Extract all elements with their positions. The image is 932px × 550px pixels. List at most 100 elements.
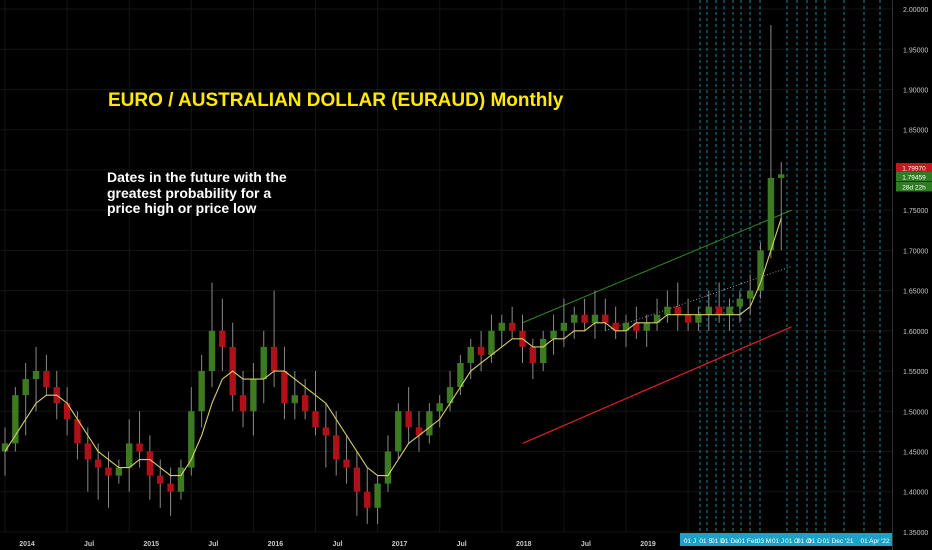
candle-body: [301, 395, 309, 412]
candle-body: [591, 314, 599, 323]
candle-body: [84, 443, 92, 460]
price-tick-label: 1.45000: [903, 449, 928, 456]
price-tick-label: 1.50000: [903, 409, 928, 416]
price-tag-label: 1.79970: [902, 165, 926, 172]
candle-body: [446, 387, 454, 404]
candle-body: [767, 177, 775, 251]
time-tick-label: Jul: [84, 541, 94, 548]
price-tick-label: 1.65000: [903, 289, 928, 296]
price-tag-label: 1.79459: [902, 174, 926, 181]
price-tick-label: 2.00000: [903, 7, 928, 14]
candle-body: [281, 371, 288, 404]
future-label-strip: [680, 533, 892, 546]
candle-body: [1, 443, 9, 452]
price-axis[interactable]: 1.35000 1.40000 1.45000 1.50000 1.55000 1.600…: [892, 0, 929, 550]
time-axis[interactable]: 2014Jul2015Jul2016Jul2017Jul2018Jul2019J…: [19, 541, 780, 548]
candle-body: [778, 174, 785, 178]
future-date-label: 01 De: [721, 538, 739, 545]
chart-title: EURO / AUSTRALIAN DOLLAR (EURAUD) Monthl…: [108, 90, 564, 111]
moving-average: [4, 218, 782, 477]
candle-body: [436, 403, 443, 412]
annotation-note: Dates in the future with the greatest pr…: [107, 169, 327, 217]
time-tick-label: 2016: [268, 541, 284, 548]
price-tag-bg: [896, 163, 932, 173]
candle-body: [343, 459, 350, 468]
candle-body: [457, 362, 464, 388]
candle-body: [705, 306, 713, 315]
candle-body: [115, 467, 123, 476]
note-line: greatest probability for a: [107, 184, 272, 201]
candle-body: [612, 322, 619, 331]
candlesticks: [1, 25, 785, 524]
candle-body: [643, 322, 650, 331]
price-tick-label: 1.35000: [903, 530, 928, 537]
candle-body: [695, 314, 702, 323]
moving-average-line: [4, 218, 782, 477]
time-tick-label: 2015: [143, 541, 159, 548]
candle-body: [22, 379, 29, 396]
upper-channel-line: [522, 209, 792, 324]
note-line: Dates in the future with the: [107, 169, 287, 185]
candle-body: [125, 443, 133, 468]
price-tick-label: 1.40000: [903, 490, 928, 497]
candle-body: [374, 483, 381, 508]
price-tags: 1.79970 1.79459 28d 22h: [896, 163, 932, 192]
candle-body: [508, 322, 516, 331]
candle-body: [757, 250, 764, 291]
candle-body: [467, 346, 474, 363]
future-date-lines: [699, 0, 881, 532]
price-tag-bg: [896, 182, 932, 192]
candle-body: [94, 459, 102, 468]
candle-body: [208, 330, 216, 372]
candle-body: [664, 306, 671, 315]
candle-body: [136, 443, 143, 452]
future-date-label: 01 Feb: [738, 538, 759, 545]
candle-body: [146, 451, 154, 476]
price-tick-label: 1.55000: [903, 369, 928, 376]
candle-body: [736, 298, 744, 307]
time-tick-label: Jul: [208, 541, 218, 548]
price-tick-label: 1.75000: [903, 208, 928, 215]
candle-body: [239, 395, 247, 412]
candle-body: [74, 419, 81, 444]
candle-body: [291, 395, 299, 404]
candle-body: [43, 371, 50, 388]
candle-body: [353, 467, 361, 492]
candle-body: [498, 322, 506, 331]
candle-body: [529, 346, 537, 363]
future-date-label: 01 J: [684, 538, 696, 545]
future-date-label: 01 D: [711, 538, 725, 545]
candle-body: [63, 403, 71, 420]
future-date-label: 01 O: [797, 538, 811, 545]
candle-body: [405, 411, 412, 428]
note-line: price high or price low: [107, 200, 257, 216]
candle-body: [684, 314, 692, 323]
price-tag-bg: [896, 172, 932, 182]
candle-body: [177, 467, 185, 492]
candle-body: [715, 306, 723, 315]
candle-body: [395, 411, 402, 452]
candle-body: [477, 346, 485, 355]
price-tick-label: 1.60000: [903, 329, 928, 336]
candle-body: [674, 306, 681, 315]
candle-body: [12, 395, 19, 444]
candle-body: [415, 427, 423, 436]
trend-channels: [522, 209, 792, 444]
time-tick-label: 2019: [640, 541, 656, 548]
candle-body: [633, 322, 640, 331]
candle-body: [653, 314, 661, 323]
time-tick-label: 2018: [516, 541, 532, 548]
candle-body: [622, 322, 630, 331]
candle-body: [571, 314, 578, 323]
price-tick-label: 1.90000: [903, 87, 928, 94]
candle-body: [602, 314, 609, 323]
grid: [0, 0, 892, 533]
candle-body: [105, 467, 112, 476]
candle-body: [746, 290, 754, 299]
time-tick-label: 2014: [19, 541, 35, 548]
lower-channel-line: [522, 326, 792, 444]
candle-body: [322, 427, 330, 436]
candle-body: [426, 411, 433, 436]
time-tick-label: 2017: [392, 541, 408, 548]
